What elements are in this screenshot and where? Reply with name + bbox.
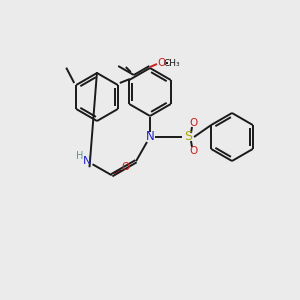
Text: O: O	[189, 118, 197, 128]
Text: S: S	[184, 130, 192, 143]
Text: O: O	[122, 162, 130, 172]
Text: CH₃: CH₃	[164, 58, 180, 68]
Text: N: N	[146, 130, 154, 143]
Text: O: O	[189, 146, 197, 156]
Text: H: H	[76, 151, 83, 161]
Text: O: O	[158, 58, 166, 68]
Text: N: N	[83, 156, 92, 166]
